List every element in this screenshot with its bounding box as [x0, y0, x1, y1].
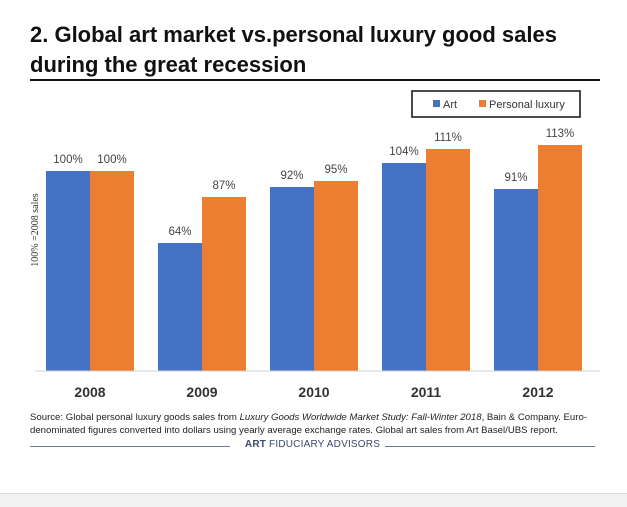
bar-chart: Art Personal luxury 100% =2008 sales 100… — [30, 90, 600, 400]
source-study-title: Luxury Goods Worldwide Market Study: Fal… — [239, 412, 482, 423]
x-tick-label-2008: 2008 — [74, 384, 105, 400]
bar-personal-luxury-2011 — [426, 149, 470, 371]
bar-personal-luxury-2010 — [314, 181, 358, 371]
x-tick-label-2010: 2010 — [298, 384, 329, 400]
title-underline — [30, 79, 600, 81]
data-label-personal-luxury-2011: 111% — [434, 132, 462, 144]
bar-art-2008 — [46, 171, 90, 371]
data-label-art-2009: 64% — [168, 226, 191, 238]
x-tick-label-2009: 2009 — [186, 384, 217, 400]
legend: Art Personal luxury — [411, 90, 581, 118]
brand-rule-left — [30, 446, 230, 447]
brand-footer: ART FIDUCIARY ADVISORS — [30, 439, 595, 453]
bar-art-2011 — [382, 163, 426, 371]
brand-rest: FIDUCIARY ADVISORS — [266, 439, 381, 450]
brand-logo-text: ART FIDUCIARY ADVISORS — [30, 439, 595, 450]
bar-personal-luxury-2008 — [90, 171, 134, 371]
data-label-personal-luxury-2008: 100% — [97, 154, 126, 166]
source-note: Source: Global personal luxury goods sal… — [30, 411, 605, 437]
source-suffix: , Bain & Company. Euro-denominated figur… — [30, 412, 587, 436]
brand-strong: ART — [244, 439, 267, 450]
bar-personal-luxury-2012 — [538, 145, 582, 371]
legend-swatch-art — [433, 100, 440, 107]
data-label-art-2010: 92% — [280, 170, 303, 182]
legend-label-personal-luxury: Personal luxury — [489, 99, 565, 111]
data-label-art-2012: 91% — [504, 172, 527, 184]
x-tick-label-2012: 2012 — [522, 384, 553, 400]
legend-swatch-personal-luxury — [479, 100, 486, 107]
data-label-art-2008: 100% — [53, 154, 82, 166]
bar-personal-luxury-2009 — [202, 197, 246, 371]
data-label-personal-luxury-2012: 113% — [546, 128, 575, 140]
source-prefix: Source: Global personal luxury goods sal… — [30, 412, 240, 423]
data-label-personal-luxury-2010: 95% — [324, 164, 347, 176]
bar-art-2012 — [494, 189, 538, 371]
y-axis-label: 100% =2008 sales — [30, 193, 41, 267]
window-bottom-bar — [0, 493, 627, 507]
chart-title: 2. Global art market vs.personal luxury … — [30, 22, 557, 77]
bar-art-2009 — [158, 243, 202, 371]
brand-rule-right — [385, 446, 595, 447]
data-label-personal-luxury-2009: 87% — [212, 180, 235, 192]
legend-label-art: Art — [443, 99, 457, 111]
x-tick-label-2011: 2011 — [411, 384, 442, 400]
bars-group: 100% 100% 2008 64% 87% 2009 92% 95% 2010 104% 111%… — [46, 128, 582, 400]
data-label-art-2011: 104% — [389, 146, 418, 158]
bar-art-2010 — [270, 187, 314, 371]
